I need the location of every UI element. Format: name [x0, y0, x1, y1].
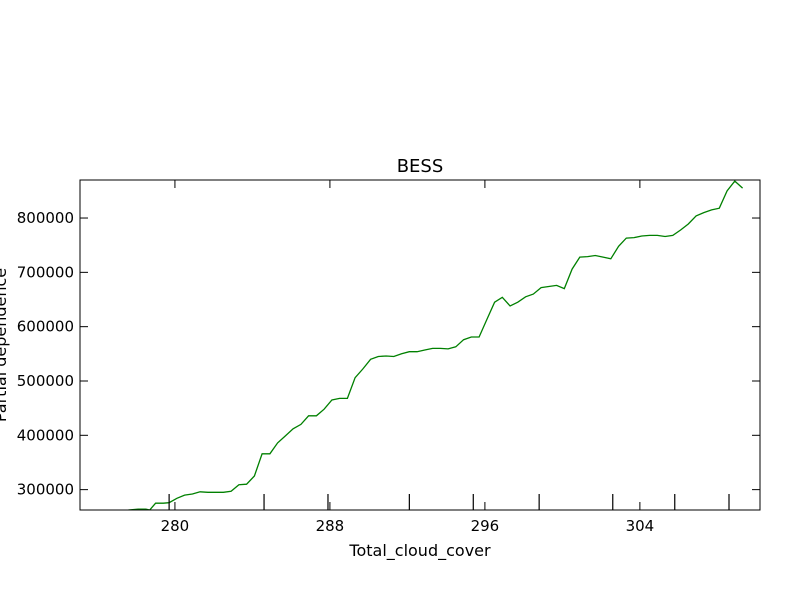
y-tick-label: 700000 — [17, 263, 74, 281]
y-tick-label: 500000 — [17, 372, 74, 390]
chart-title: BESS — [397, 156, 444, 177]
plot-frame — [79, 179, 761, 511]
plot-layer — [128, 180, 744, 510]
y-tick-label: 600000 — [17, 318, 74, 336]
y-tick-label: 400000 — [17, 426, 74, 444]
x-tick-label: 288 — [316, 517, 345, 535]
x-tick-label: 304 — [626, 517, 655, 535]
series-line-0 — [128, 180, 744, 510]
y-tick-label: 300000 — [17, 481, 74, 499]
y-tick-label: 800000 — [17, 209, 74, 227]
x-axis-label: Total_cloud_cover — [348, 541, 491, 561]
x-tick-label: 296 — [471, 517, 500, 535]
axis-layer: 280 288 296 304 300000 400000 500000 600000 7000… — [17, 179, 761, 535]
x-tick-label: 280 — [161, 517, 190, 535]
y-axis-label: Partial dependence — [0, 268, 10, 422]
